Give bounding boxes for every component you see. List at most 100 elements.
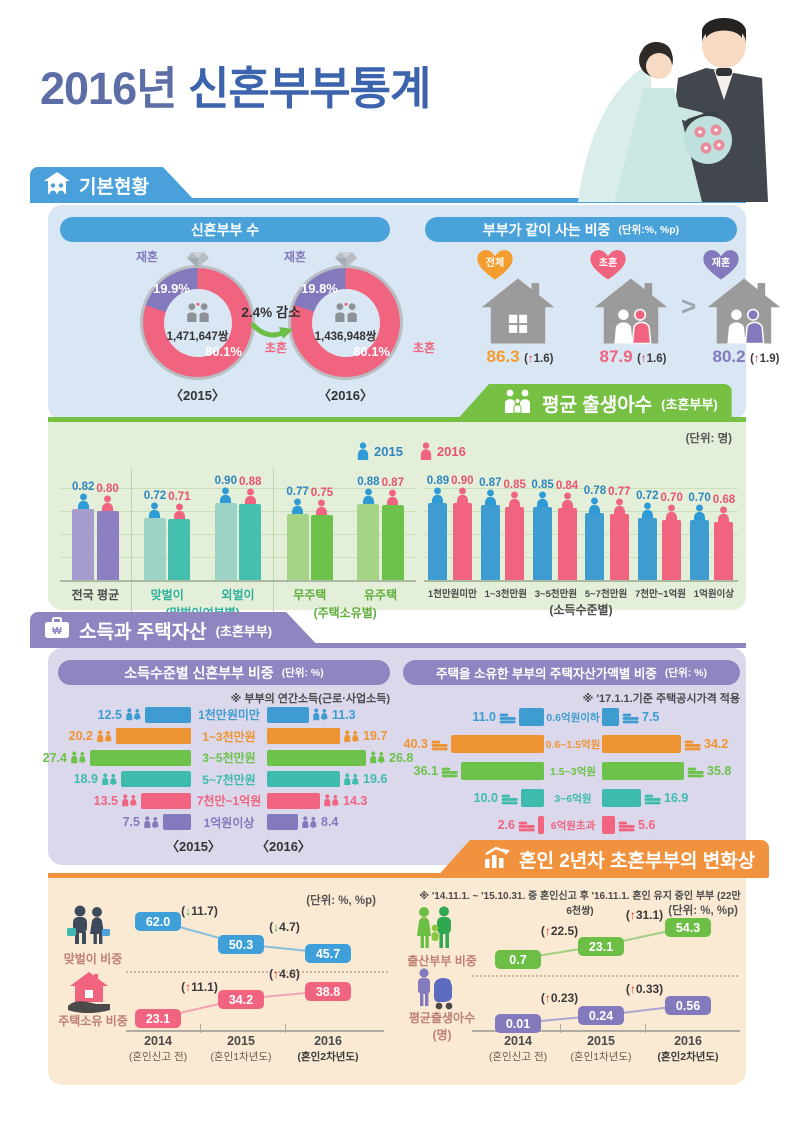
page-title: 2016년 신혼부부통계 [40, 52, 431, 117]
bar [96, 511, 119, 580]
tornado-label: 6억원초과 [550, 819, 596, 832]
bar-pair: 0.89 0.90 [426, 474, 474, 580]
bar-value: 0.85 [503, 478, 526, 491]
bar-value: 0.80 [96, 482, 119, 495]
bar-column: 0.72 [143, 489, 167, 580]
bar-column: 0.85 [503, 478, 526, 580]
bar [480, 505, 500, 580]
tornado-row-5~7천만원: 18.9 5~7천만원 19.6 [56, 771, 402, 788]
bar [452, 503, 472, 580]
trend-value-box: 54.3 [665, 918, 711, 937]
bar-2016 [267, 706, 309, 723]
trend-delta: (↓11.7) [181, 904, 218, 918]
donut-caption: 〈2015〉 [170, 388, 225, 403]
house-value: 86.3 (↑1.6) [486, 347, 554, 366]
title-year: 2016년 [40, 63, 178, 114]
tornado-left: 18.9 [56, 771, 191, 787]
value-2015: 27.4 [42, 750, 67, 765]
group-sublabel: (소득수준별) [549, 603, 613, 617]
bar-2015 [519, 708, 544, 726]
tornado-label: 0.6억원이하 [546, 711, 600, 724]
value-2015: 11.0 [472, 710, 496, 724]
bar [609, 514, 629, 580]
money-stack-icon [684, 737, 701, 751]
tornado-right: 7.5 [602, 708, 743, 726]
category-labels: 1천만원미만 1~3천만원 3~5천만원 5~7천만원 7천만~1억원 1억원이상 [424, 586, 738, 600]
couple-icon [301, 816, 318, 829]
axis-tick [644, 1024, 646, 1033]
bar-value: 0.90 [214, 474, 237, 487]
category-label: 무주택 [293, 588, 327, 602]
section-banner-change2-label: 혼인 2년차 초혼부부의 변화상 [519, 850, 756, 872]
header-asset-dist: 주택을 소유한 부부의 주택자산가액별 비중 (단위: %) [403, 660, 740, 685]
value-2016: 26.8 [389, 750, 414, 765]
bar [168, 519, 191, 580]
tornado-right: 34.2 [602, 735, 743, 753]
bar-column: 0.72 [636, 490, 658, 580]
tornado-right: 16.9 [602, 789, 743, 807]
section-banner-births-sub: (초혼부부) [661, 396, 718, 412]
bar-value: 0.78 [583, 484, 607, 497]
tornado-left: 40.3 [403, 735, 544, 753]
bar-value: 0.72 [143, 489, 167, 502]
bar [505, 507, 525, 580]
first-marriage-pct: 80.1% [353, 344, 390, 359]
tornado-row-1억원이상: 7.5 1억원이상 8.4 [56, 814, 402, 831]
income-dist-unit: (단위: %) [281, 667, 324, 679]
bar-column: 0.87 [382, 477, 404, 580]
bar-2016 [267, 792, 320, 809]
value-2015: 13.5 [93, 793, 118, 808]
bar-2016 [267, 749, 366, 766]
caption-2015: 〈2015〉 [166, 839, 221, 854]
bar-column: 0.90 [214, 474, 237, 580]
value-2016: 34.2 [704, 737, 729, 751]
value-2015: 7.5 [122, 815, 140, 829]
group-sublabel: (주택소유별) [313, 606, 377, 620]
living-share-unit: (단위:%, %p) [618, 224, 680, 236]
axis-year-sublabel: (혼인신고 전) [128, 1051, 188, 1063]
category-labels: 전국 평균 [60, 586, 131, 603]
value-2016: 11.3 [332, 707, 356, 722]
axis-year-label: 2016 [674, 1034, 702, 1048]
first-marriage-label: 초혼 [412, 341, 435, 355]
bar-group-labels: 1천만원미만 1~3천만원 3~5천만원 5~7천만원 7천만~1억원 1억원이상 (소득수… [424, 582, 738, 618]
tornado-label: 3~5천만원 [202, 751, 256, 765]
trend-delta: (↑11.1) [181, 980, 218, 994]
trend-value-box: 23.1 [578, 937, 624, 956]
bar [286, 514, 309, 580]
category-labels: 맞벌이 외벌이 [132, 586, 274, 603]
bar-2015 [116, 728, 191, 744]
bar-value: 0.89 [426, 474, 450, 487]
bar-pair: 0.87 0.85 [479, 477, 526, 580]
bar-column: 0.85 [531, 479, 554, 580]
bar-column: 0.84 [556, 480, 578, 580]
bar [357, 504, 380, 580]
bar-2016 [602, 789, 641, 807]
births-unit: (단위: 명) [685, 433, 732, 445]
bar-value: 0.71 [168, 490, 191, 503]
trend-row-label: 출산부부 비중 [407, 954, 477, 968]
category-label: 5~7천만원 [584, 589, 628, 600]
banner-rule-income [30, 643, 746, 648]
axis-line [126, 1030, 384, 1032]
trend-value-box: 62.0 [135, 912, 181, 931]
donut-〈2015〉: 1,471,647쌍 19.9% 80.1% 재혼 초혼 〈2015〉 [136, 250, 287, 403]
value-2015: 12.5 [97, 707, 122, 722]
ring-diamond-icon [334, 251, 358, 274]
dual-income-icon [66, 904, 110, 946]
bar [72, 509, 95, 580]
bar [143, 518, 166, 580]
tornado-label: 3~6억원 [554, 792, 592, 805]
bar-value: 0.70 [660, 491, 683, 504]
bar-value: 0.82 [72, 480, 95, 493]
growth-chart-icon [484, 846, 510, 873]
header-asset-dist-label: 주택을 소유한 부부의 주택자산가액별 비중 [436, 667, 657, 681]
trend-delta: (↓4.7) [269, 920, 300, 934]
bar-pair: 0.72 0.71 [143, 489, 191, 580]
header-income-dist-label: 소득수준별 신혼부부 비중 [124, 664, 274, 681]
value-2015: 2.6 [497, 818, 515, 832]
category-label: 유주택 [364, 588, 398, 602]
bar-2015 [538, 816, 544, 834]
bar [557, 508, 577, 580]
tornado-left: 27.4 [43, 749, 191, 766]
